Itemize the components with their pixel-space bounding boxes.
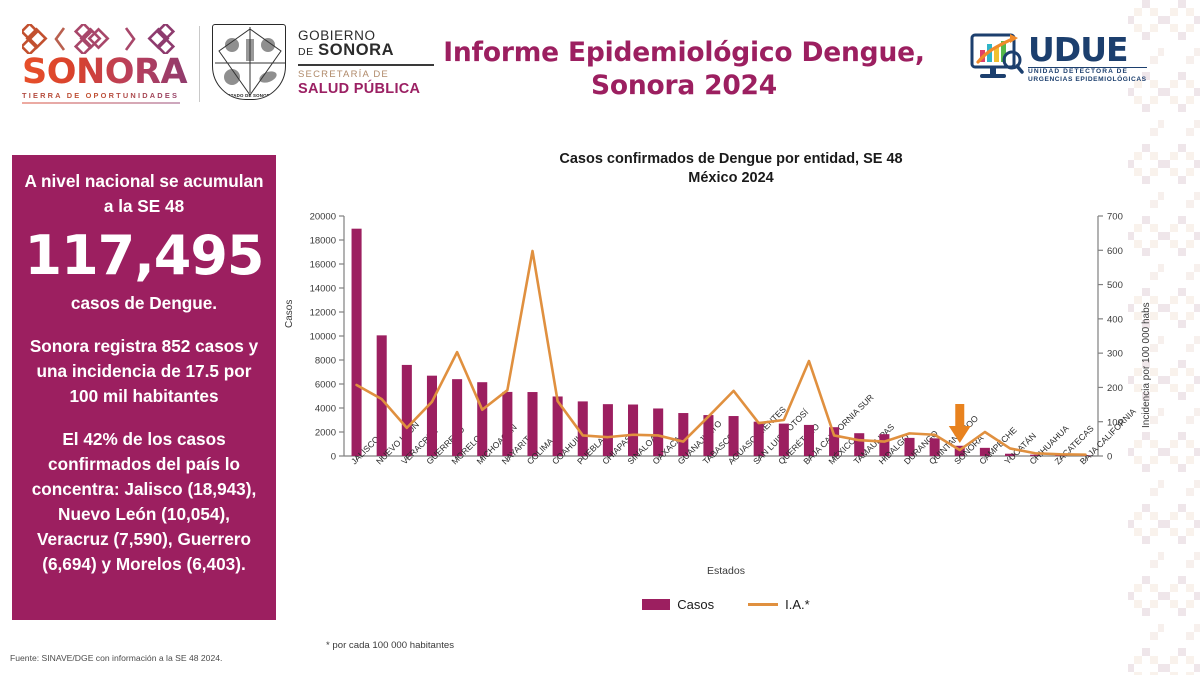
chart-bar[interactable] [452,379,463,456]
header-divider [199,26,200,102]
summary-panel: A nivel nacional se acumulan a la SE 48 … [12,155,276,620]
chart-bar[interactable] [728,416,739,456]
panel-line-cases-label: casos de Dengue. [70,293,218,313]
y-tick-left: 2000 [315,428,336,439]
panel-line-national: A nivel nacional se acumulan a la SE 48 [24,171,264,216]
y-tick-left: 4000 [315,404,336,415]
legend-swatch-line-icon [748,603,779,606]
chart-bar[interactable] [778,423,789,456]
plot-area: 0 2000 4000 6000 8000 10000 12000 14000 16000 180… [284,210,1166,470]
chart-legend: Casos I.A.* [286,597,1166,612]
chart-title-line2: México 2024 [688,170,774,186]
y-tick-right: 500 [1107,280,1123,291]
udue-wordmark: UDUE [1028,29,1129,69]
sonora-logo-rule [22,102,180,104]
y-axis-left-label: Casos [284,299,295,328]
chart-bar[interactable] [552,396,563,456]
y-tick-left: 16000 [310,260,336,271]
chart-bar[interactable] [376,335,387,456]
chart-bar[interactable] [1030,454,1041,456]
sonora-state-logo: SONORA TIERRA DE OPORTUNIDADES [22,24,190,104]
chart-bar[interactable] [979,447,990,456]
chart-bar[interactable] [477,382,488,456]
gobierno-de: DE [298,46,314,58]
down-arrow-icon [948,404,971,443]
chart-title-line1: Casos confirmados de Dengue por entidad,… [559,151,903,167]
page-title-line2: Sonora 2024 [590,70,778,101]
legend-item-ia[interactable]: I.A.* [748,597,810,612]
udue-monitor-chart-icon [970,33,1024,78]
y-tick-left: 14000 [310,284,336,295]
chart-bar[interactable] [602,404,613,456]
sonora-logo-word: SONORA [22,55,190,90]
chart-bar[interactable] [703,415,714,456]
escudo-sonora-icon: ESTADO DE SONORA [212,24,286,100]
chart-bar[interactable] [904,437,915,456]
legend-swatch-bar-icon [642,599,671,610]
y-axis-right-label: Incidencia por 100 000 habs [1141,302,1152,428]
chart-title: Casos confirmados de Dengue por entidad,… [286,150,1166,188]
y-tick-right: 0 [1107,452,1112,463]
gobierno-sonora: SONORA [318,41,395,59]
y-tick-right: 700 [1107,212,1123,223]
gobierno-rule [298,64,434,66]
chart-bar[interactable] [426,375,437,456]
page-title-line1: Informe Epidemiológico Dengue, [443,37,925,68]
panel-line-concentration: El 42% de los casos confirmados del país… [31,429,257,574]
gobierno-sonora-logo: ESTADO DE SONORA GOBIERNO DE SONORA SECR… [212,24,434,100]
y-tick-left: 10000 [310,332,336,343]
panel-line-sonora: Sonora registra 852 casos y una incidenc… [29,336,259,406]
chart-bar[interactable] [401,364,412,456]
chart-bar[interactable] [653,408,664,456]
y-tick-left: 18000 [310,236,336,247]
legend-label-ia: I.A.* [785,597,810,612]
chart-bar[interactable] [577,401,588,456]
dengue-combo-chart: 0200040006000800010000120001400016000180… [310,212,1138,467]
page-title: Informe Epidemiológico Dengue, Sonora 20… [404,36,964,102]
y-tick-right: 200 [1107,383,1123,394]
chart-footnote: * por cada 100 000 habitantes [326,640,455,651]
chart-bar[interactable] [1005,453,1016,456]
chart-bar[interactable] [351,228,362,456]
escudo-caption: ESTADO DE SONORA [224,93,274,98]
udue-subtitle-2: URGENCIAS EPIDEMIOLÓGICAS [1028,75,1147,83]
chart-bar[interactable] [678,413,689,456]
sonora-logo-tagline: TIERRA DE OPORTUNIDADES [22,91,190,100]
page-header: SONORA TIERRA DE OPORTUNIDADES ESTADO DE… [0,0,1200,125]
salud-publica-label: SALUD PÚBLICA [298,80,421,97]
y-tick-left: 6000 [315,380,336,391]
legend-label-casos: Casos [677,597,715,612]
source-note: Fuente: SINAVE/DGE con información a la … [10,653,223,663]
chart-bar[interactable] [929,438,940,456]
y-tick-right: 100 [1107,417,1123,428]
legend-item-casos[interactable]: Casos [642,597,714,612]
x-axis-label: Estados [707,565,745,577]
udue-subtitle-1: UNIDAD DETECTORA DE [1028,66,1147,76]
incidence-line[interactable] [355,249,1087,456]
panel-total-cases: 117,495 [24,224,265,287]
udue-logo: UDUE UNIDAD DETECTORA DE URGENCIAS EPIDE… [968,32,1147,84]
chart-bar[interactable] [753,421,764,456]
y-tick-left: 8000 [315,356,336,367]
secretaria-label: SECRETARÍA DE [298,68,389,80]
chart-bar[interactable] [879,434,890,456]
chart-bar[interactable] [628,404,639,456]
chart-bar[interactable] [829,427,840,456]
gobierno-word: GOBIERNO [298,28,376,43]
y-tick-left: 0 [331,452,336,463]
y-tick-left: 12000 [310,308,336,319]
chart-bar[interactable] [854,433,865,456]
y-tick-right: 300 [1107,349,1123,360]
chart-bar[interactable] [527,392,538,456]
sonora-diamond-ornament-icon [22,24,176,54]
chart-bar[interactable] [803,424,814,456]
y-tick-left: 20000 [310,212,336,223]
chart-bar[interactable] [502,391,513,456]
gobierno-line: GOBIERNO DE SONORA [298,28,434,60]
y-tick-right: 400 [1107,314,1123,325]
y-tick-right: 600 [1107,246,1123,257]
chart-container: Casos confirmados de Dengue por entidad,… [284,150,1166,660]
